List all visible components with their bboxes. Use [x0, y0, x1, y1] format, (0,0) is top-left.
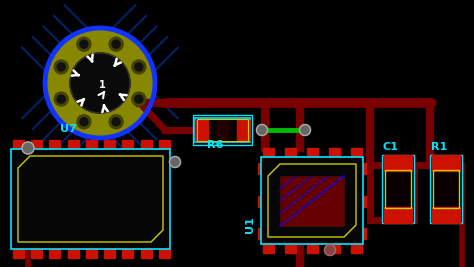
Bar: [49, 249, 61, 258]
Bar: [432, 155, 460, 171]
Bar: [122, 140, 133, 149]
Circle shape: [256, 124, 267, 135]
Circle shape: [112, 118, 120, 126]
Bar: [159, 140, 170, 149]
Bar: [351, 148, 362, 157]
Bar: [432, 207, 460, 223]
Circle shape: [77, 115, 91, 129]
Bar: [237, 120, 250, 140]
Bar: [68, 140, 79, 149]
Bar: [387, 177, 409, 201]
Circle shape: [54, 92, 68, 106]
Bar: [307, 244, 318, 253]
Bar: [357, 163, 366, 174]
Bar: [31, 249, 42, 258]
Bar: [263, 244, 274, 253]
Bar: [13, 140, 24, 149]
Circle shape: [22, 142, 34, 154]
Bar: [351, 244, 362, 253]
Circle shape: [109, 37, 123, 51]
Bar: [285, 148, 296, 157]
Circle shape: [135, 63, 143, 71]
Bar: [159, 249, 170, 258]
Circle shape: [135, 95, 143, 103]
Bar: [141, 140, 152, 149]
Circle shape: [132, 60, 146, 74]
Bar: [280, 176, 344, 226]
Bar: [195, 118, 250, 142]
Circle shape: [54, 60, 68, 74]
Bar: [217, 121, 228, 139]
Bar: [263, 148, 274, 157]
Circle shape: [109, 115, 123, 129]
Bar: [31, 140, 42, 149]
Circle shape: [45, 28, 155, 138]
Bar: [357, 228, 366, 239]
Bar: [104, 249, 115, 258]
Circle shape: [170, 156, 181, 167]
Bar: [13, 249, 24, 258]
Text: U7: U7: [60, 124, 77, 134]
Bar: [86, 140, 97, 149]
Circle shape: [57, 63, 65, 71]
Circle shape: [70, 53, 130, 113]
Circle shape: [77, 37, 91, 51]
Text: R6: R6: [207, 140, 223, 150]
Bar: [197, 119, 248, 141]
Bar: [382, 155, 414, 223]
Bar: [261, 157, 363, 244]
Bar: [385, 170, 411, 208]
Bar: [141, 249, 152, 258]
Bar: [285, 244, 296, 253]
Bar: [122, 249, 133, 258]
Bar: [49, 140, 61, 149]
Bar: [433, 170, 459, 208]
Text: R1: R1: [431, 142, 447, 152]
Bar: [307, 148, 318, 157]
Bar: [329, 244, 340, 253]
Bar: [357, 195, 366, 206]
Bar: [258, 195, 267, 206]
Bar: [104, 140, 115, 149]
Circle shape: [300, 124, 310, 135]
Circle shape: [80, 40, 88, 48]
Text: 1: 1: [99, 80, 105, 90]
Bar: [195, 120, 208, 140]
Bar: [258, 163, 267, 174]
Bar: [193, 115, 252, 145]
Circle shape: [112, 40, 120, 48]
Bar: [384, 207, 412, 223]
Bar: [430, 155, 462, 223]
Bar: [86, 249, 97, 258]
Circle shape: [57, 95, 65, 103]
Circle shape: [80, 118, 88, 126]
Text: U1: U1: [245, 217, 255, 233]
Bar: [384, 155, 412, 171]
Bar: [258, 228, 267, 239]
Bar: [68, 249, 79, 258]
Bar: [435, 177, 457, 201]
Bar: [11, 149, 170, 249]
Circle shape: [132, 92, 146, 106]
Circle shape: [325, 245, 336, 256]
Text: C1: C1: [383, 142, 399, 152]
Bar: [329, 148, 340, 157]
